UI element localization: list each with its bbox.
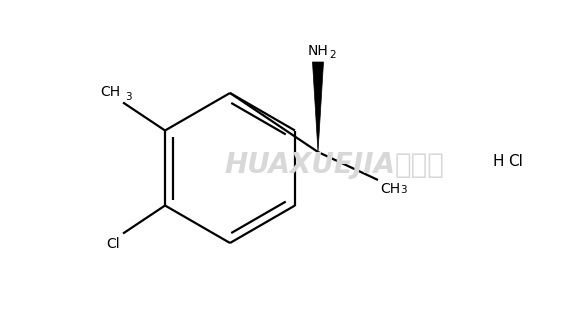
Polygon shape — [312, 62, 323, 152]
Text: H: H — [493, 155, 505, 170]
Text: 化学加: 化学加 — [395, 151, 445, 179]
Text: 3: 3 — [400, 185, 407, 195]
Text: Cl: Cl — [107, 236, 120, 251]
Text: 2: 2 — [330, 50, 336, 60]
Text: 3: 3 — [125, 92, 132, 102]
Text: Cl: Cl — [508, 155, 523, 170]
Text: HUAXUEJIA: HUAXUEJIA — [224, 151, 396, 179]
Text: NH: NH — [308, 44, 328, 58]
Text: CH: CH — [380, 182, 400, 196]
Text: CH: CH — [100, 85, 120, 100]
